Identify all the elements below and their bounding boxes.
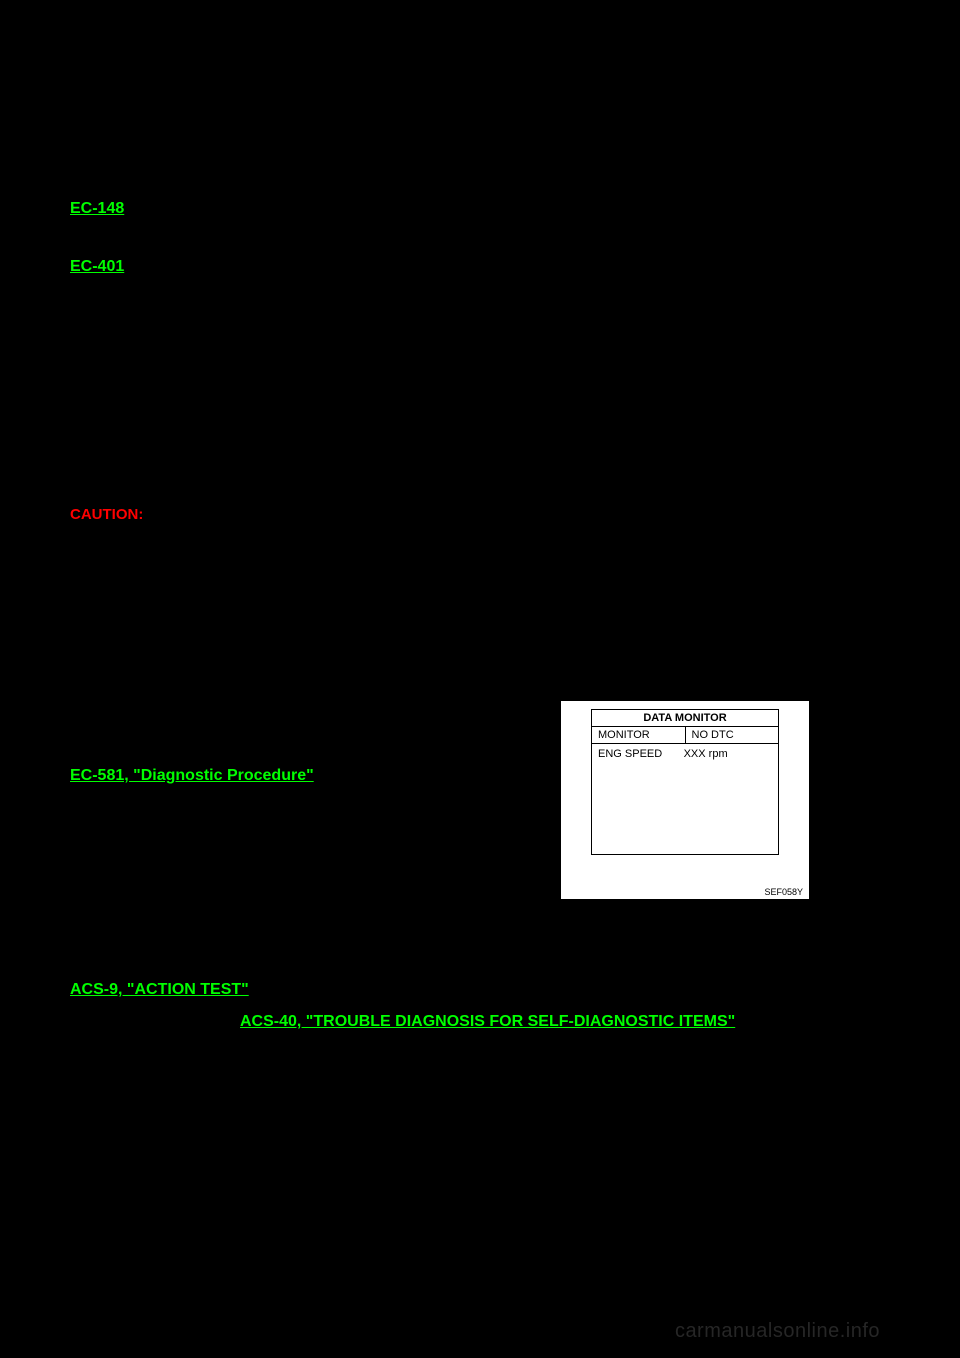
tab-g[interactable]: G <box>870 458 900 479</box>
tab-ec[interactable]: EC <box>870 193 900 214</box>
tab-j[interactable]: J <box>870 617 900 638</box>
tab-k[interactable]: K <box>870 670 900 691</box>
text-block: ACS-9, "ACTION TEST" <box>70 981 830 999</box>
monitor-header-right: NO DTC <box>686 727 779 743</box>
tab-a[interactable]: A <box>870 140 900 161</box>
link-acs40[interactable]: ACS-40, "TROUBLE DIAGNOSIS FOR SELF-DIAG… <box>240 1013 735 1030</box>
divider <box>70 970 840 971</box>
tab-l[interactable]: L <box>870 723 900 744</box>
data-monitor-panel: DATA MONITOR MONITOR NO DTC ENG SPEED XX… <box>560 700 810 900</box>
side-navigation: A EC C D E F G H I J K L M <box>870 140 900 797</box>
caution-label: CAUTION: <box>70 506 143 523</box>
tab-i[interactable]: I <box>870 564 900 585</box>
icon-row: P <box>70 634 830 652</box>
link-ec581[interactable]: EC-581, "Diagnostic Procedure" <box>70 767 314 784</box>
tab-d[interactable]: D <box>870 299 900 320</box>
tab-c[interactable]: C <box>870 246 900 267</box>
watermark: carmanualsonline.info <box>675 1320 880 1343</box>
tab-f[interactable]: F <box>870 405 900 426</box>
text-block: ACS-40, "TROUBLE DIAGNOSIS FOR SELF-DIAG… <box>240 1013 830 1031</box>
text-block: EC-401 <box>70 258 830 276</box>
text-block: EC-148 <box>70 200 830 218</box>
link-ec148[interactable]: EC-148 <box>70 200 124 217</box>
tab-h[interactable]: H <box>870 511 900 532</box>
p-icon: P <box>70 634 88 652</box>
tab-e[interactable]: E <box>870 352 900 373</box>
monitor-title: DATA MONITOR <box>592 710 778 727</box>
caution-block: CAUTION: <box>70 506 830 524</box>
link-ec401[interactable]: EC-401 <box>70 258 124 275</box>
monitor-header-left: MONITOR <box>592 727 686 743</box>
monitor-param: ENG SPEED <box>598 748 662 760</box>
monitor-data-area: ENG SPEED XXX rpm <box>592 744 778 854</box>
link-acs9[interactable]: ACS-9, "ACTION TEST" <box>70 981 249 998</box>
tab-m[interactable]: M <box>870 776 900 797</box>
monitor-value: XXX rpm <box>684 748 728 760</box>
gst-icon: GST <box>70 885 90 905</box>
monitor-reference: SEF058Y <box>764 887 803 897</box>
main-content: EC-148 EC-401 CAUTION: P EC-581, "Diagno… <box>70 200 830 1045</box>
